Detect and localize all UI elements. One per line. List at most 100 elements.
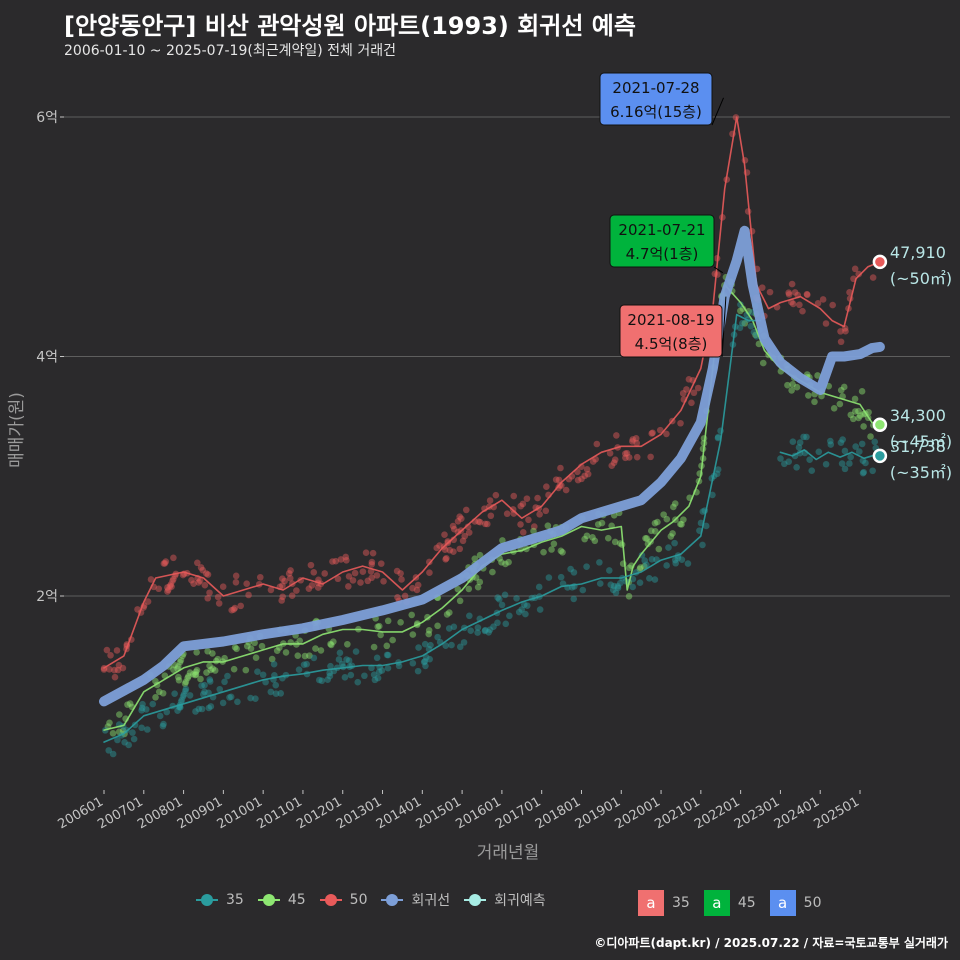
transaction-point [425,630,433,638]
transaction-point [300,661,308,668]
legend-item: 회귀예측 [464,890,546,910]
transaction-point [522,610,529,618]
transaction-point [448,641,455,649]
transaction-point [413,586,421,594]
transaction-point [138,724,145,732]
transaction-point [175,673,182,681]
transaction-point [846,460,853,467]
transaction-point [842,327,849,335]
transaction-point [114,736,121,744]
transaction-point [502,620,510,628]
transaction-point [476,578,484,586]
transaction-point [252,695,259,702]
transaction-point [739,305,747,312]
transaction-point [425,558,433,566]
transaction-point [247,694,254,702]
transaction-point [282,649,290,656]
transaction-point [462,506,470,514]
transaction-point [622,450,629,457]
transaction-point [629,436,637,443]
transaction-point [641,557,649,564]
transaction-point [623,449,631,457]
transaction-point [811,398,818,406]
transaction-point [409,584,416,592]
transaction-point [175,663,182,670]
transaction-point [454,528,462,536]
transaction-point [162,558,170,565]
transaction-point [543,483,550,490]
transaction-point [252,654,260,661]
transaction-point [822,320,830,327]
transaction-point [155,585,163,593]
transaction-point [445,625,453,632]
end-point [872,417,888,433]
transaction-point [421,657,429,665]
transaction-point [489,568,496,576]
transaction-point [677,419,684,427]
grid-layer [64,116,950,597]
transaction-point [520,601,528,608]
transaction-point [513,595,520,602]
transaction-point [484,520,491,528]
transaction-point [111,666,118,674]
transaction-point [115,728,123,736]
transaction-point [669,530,676,537]
transaction-point [841,447,849,455]
transaction-point [629,583,636,591]
transaction-point [152,693,159,701]
transaction-point [147,576,155,583]
transaction-point [454,585,462,593]
transaction-point [317,647,325,654]
transaction-point [672,559,679,567]
end-value-label: 47,910 [890,243,946,262]
transaction-point [443,611,451,618]
transaction-point [254,668,261,675]
end-point [872,448,888,464]
transaction-point [192,708,199,715]
transaction-point [144,726,151,733]
transaction-point [557,573,565,581]
transaction-point [312,645,319,652]
transaction-point [121,739,128,746]
transaction-point [221,678,228,686]
transaction-point [256,573,264,581]
series-line-35 [103,313,762,743]
transaction-point [179,692,187,700]
transaction-point [214,655,222,663]
transaction-point [680,516,687,523]
transaction-point [397,570,404,577]
transaction-point [793,383,801,391]
transaction-point [293,587,300,594]
transaction-point [481,520,489,528]
transaction-point [338,660,346,668]
transaction-point [191,671,199,679]
transaction-point [207,666,214,674]
transaction-point [545,574,553,581]
transaction-point [174,707,181,714]
transaction-point [103,646,111,654]
legend-item: 50 [319,892,367,908]
transaction-point [125,741,132,749]
transaction-point [699,508,707,515]
transaction-point [175,676,183,684]
transaction-point [189,671,197,678]
transaction-point [242,666,250,674]
transaction-point [359,568,367,575]
transaction-point [306,652,313,659]
transaction-point [517,521,524,528]
transaction-point [482,626,489,634]
transaction-point [345,573,353,580]
transaction-point [581,472,589,480]
transaction-point [530,523,538,530]
transaction-point [301,652,309,660]
legend-label: 45 [287,892,306,908]
transaction-point [665,544,672,551]
transaction-point [164,588,171,595]
annotation-value: 4.7억(1층) [626,245,699,263]
transaction-point [335,656,343,663]
transaction-point [232,578,240,586]
y-tick-label: 2억 [36,589,58,605]
transaction-point [285,570,293,577]
transaction-point [341,674,349,681]
transaction-point [803,291,811,299]
